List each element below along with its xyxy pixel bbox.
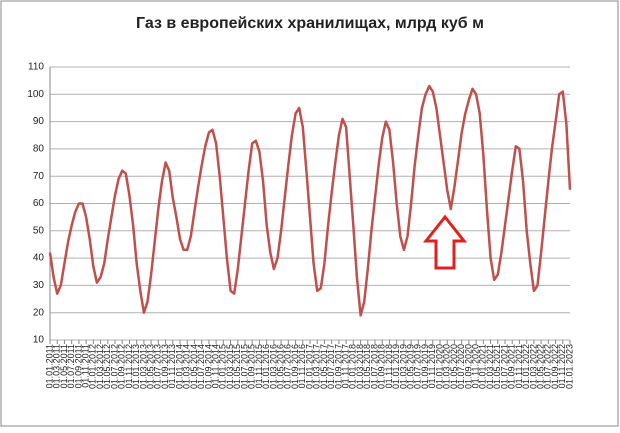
y-tick-label: 10 [33, 335, 45, 346]
x-tick-label: 01.01.2012 [88, 344, 98, 389]
x-tick-label: 01.03.2013 [138, 344, 148, 389]
x-tick-label: 01.01.2013 [131, 344, 141, 389]
x-tick-label: 01.03.2021 [485, 344, 495, 389]
x-tick-label: 01.07.2021 [499, 344, 509, 389]
x-tick-label: 01.07.2018 [369, 344, 379, 389]
x-tick-label: 01.11.2019 [427, 344, 437, 388]
x-tick-label: 01.03.2015 [225, 344, 235, 389]
x-tick-label: 01.03.2012 [95, 344, 105, 389]
x-tick-label: 01.07.2016 [283, 344, 293, 389]
x-tick-label: 01.01.2015 [218, 344, 228, 389]
y-tick-label: 100 [27, 89, 44, 100]
x-tick-label: 01.09.2019 [420, 344, 430, 389]
x-tick-label: 01.01.2021 [478, 344, 488, 389]
x-tick-label: 01.05.2018 [362, 344, 372, 389]
x-tick-label: 01.11.2022 [557, 344, 567, 388]
x-tick-label: 01.01.2019 [391, 344, 401, 389]
x-tick-label: 01.05.2011 [59, 344, 69, 388]
x-tick-label: 01.09.2011 [73, 344, 83, 388]
x-tick-label: 01.07.2015 [239, 344, 249, 389]
x-tick-label: 01.11.2016 [297, 344, 307, 388]
x-tick-label: 01.07.2011 [66, 344, 76, 388]
x-tick-label: 01.07.2017 [326, 344, 336, 389]
x-tick-label: 01.05.2021 [492, 344, 502, 389]
x-tick-label: 01.07.2022 [543, 344, 553, 389]
x-tick-label: 01.07.2020 [456, 344, 466, 389]
x-tick-label: 01.01.2017 [304, 344, 314, 389]
y-tick-label: 50 [33, 225, 45, 236]
y-tick-label: 70 [33, 171, 45, 182]
x-tick-label: 01.11.2014 [210, 344, 220, 388]
x-tick-label: 01.11.2021 [514, 344, 524, 388]
plot [48, 84, 572, 317]
y-tick-label: 110 [28, 62, 44, 73]
x-tick-label: 01.09.2014 [203, 344, 213, 389]
grid: 10203040506070809010011001.01.201101.03.… [27, 62, 574, 389]
x-tick-label: 01.03.2017 [312, 344, 322, 389]
x-tick-label: 01.01.2023 [564, 344, 574, 389]
x-tick-label: 01.05.2014 [189, 344, 199, 389]
chart-title: Газ в европейских хранилищах, млрд куб м [136, 15, 484, 32]
x-tick-label: 01.09.2018 [377, 344, 387, 389]
y-tick-label: 80 [33, 144, 45, 155]
x-tick-label: 01.11.2017 [340, 344, 350, 388]
data-line [48, 84, 572, 317]
x-tick-label: 01.07.2012 [109, 344, 119, 389]
x-tick-label: 01.09.2016 [290, 344, 300, 389]
x-tick-label: 01.01.2020 [434, 344, 444, 389]
x-tick-label: 01.01.2018 [348, 344, 358, 389]
x-tick-label: 01.09.2020 [463, 344, 473, 389]
x-tick-label: 01.05.2012 [102, 344, 112, 389]
x-tick-label: 01.05.2015 [232, 344, 242, 389]
x-tick-label: 01.09.2012 [117, 344, 127, 389]
y-tick-label: 60 [33, 198, 45, 209]
x-tick-label: 01.09.2021 [507, 344, 517, 389]
x-tick-label: 01.03.2022 [528, 344, 538, 389]
x-tick-label: 01.05.2017 [319, 344, 329, 389]
x-tick-label: 01.07.2014 [196, 344, 206, 389]
x-tick-label: 01.09.2022 [550, 344, 560, 389]
x-tick-label: 01.11.2012 [124, 344, 134, 388]
x-tick-label: 01.09.2015 [247, 344, 257, 389]
x-tick-label: 01.03.2011 [52, 344, 62, 388]
x-tick-label: 01.03.2019 [398, 344, 408, 389]
x-tick-label: 01.07.2013 [153, 344, 163, 389]
x-tick-label: 01.03.2018 [355, 344, 365, 389]
x-tick-label: 01.01.2016 [261, 344, 271, 389]
y-tick-label: 20 [33, 307, 45, 318]
x-tick-label: 01.03.2014 [182, 344, 192, 389]
x-tick-label: 01.11.2015 [254, 344, 264, 388]
x-tick-label: 01.11.2011 [80, 344, 90, 388]
x-tick-label: 01.01.2011 [44, 344, 54, 388]
x-tick-label: 01.05.2020 [449, 344, 459, 389]
x-tick-label: 01.11.2013 [167, 344, 177, 388]
x-tick-label: 01.09.2017 [333, 344, 343, 389]
arrow-annotation [422, 214, 468, 270]
x-tick-label: 01.03.2016 [268, 344, 278, 389]
x-tick-label: 01.05.2019 [405, 344, 415, 389]
y-tick-label: 40 [33, 253, 45, 264]
x-tick-label: 01.05.2016 [275, 344, 285, 389]
x-tick-label: 01.05.2013 [145, 344, 155, 389]
x-tick-label: 01.11.2020 [470, 344, 480, 388]
x-tick-label: 01.09.2013 [160, 344, 170, 389]
x-tick-label: 01.11.2018 [384, 344, 394, 388]
x-tick-label: 01.01.2014 [174, 344, 184, 389]
x-tick-label: 01.05.2022 [535, 344, 545, 389]
x-tick-label: 01.01.2022 [521, 344, 531, 389]
y-tick-label: 90 [33, 116, 45, 127]
y-tick-label: 30 [33, 280, 45, 291]
x-tick-label: 01.03.2020 [442, 344, 452, 389]
x-tick-label: 01.07.2019 [413, 344, 423, 389]
